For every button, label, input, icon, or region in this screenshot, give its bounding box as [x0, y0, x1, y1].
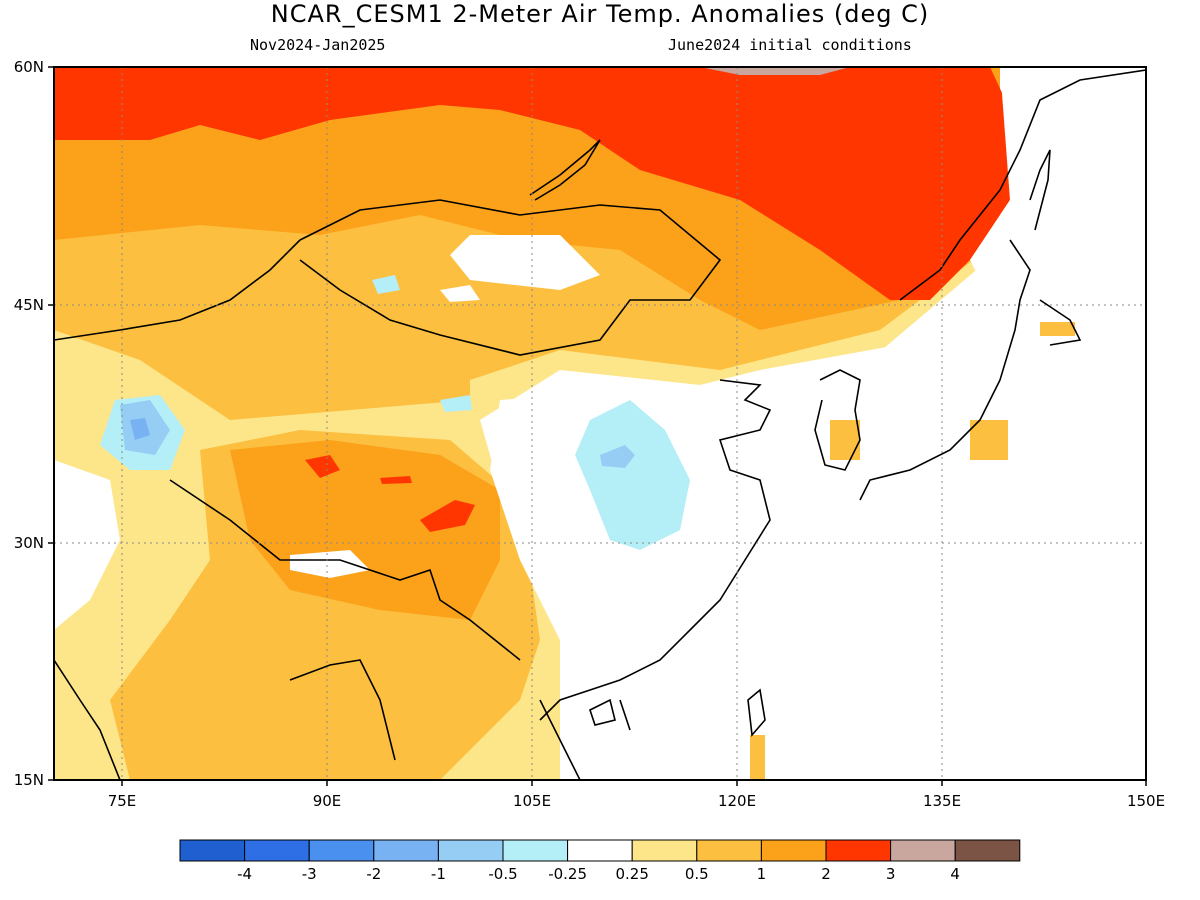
baikal-lake	[529, 139, 601, 201]
legend-swatch	[179, 839, 246, 862]
legend-swatch	[437, 839, 504, 862]
legend-label: 0.5	[685, 865, 709, 883]
lon-label-105e: 105E	[513, 792, 551, 810]
legend-label: 3	[886, 865, 896, 883]
korea-coastline	[814, 369, 861, 471]
initial-conditions: June2024 initial conditions	[668, 36, 912, 54]
india-coastline	[54, 659, 396, 780]
lon-label-75e: 75E	[108, 792, 137, 810]
legend-label: 0.25	[615, 865, 648, 883]
legend-label: -2	[366, 865, 381, 883]
taiwan-coastline	[747, 688, 766, 737]
legend-swatch	[696, 839, 762, 862]
legend-swatch	[825, 839, 892, 862]
legend-swatch	[954, 839, 1021, 862]
sakhalin-coastline	[1029, 149, 1051, 231]
legend-label: -0.25	[548, 865, 587, 883]
lon-label-150e: 150E	[1127, 792, 1165, 810]
legend-swatch	[308, 839, 375, 862]
legend-swatch	[760, 839, 827, 862]
legend-label: 4	[950, 865, 960, 883]
legend-swatch	[244, 839, 310, 862]
legend-label: -3	[302, 865, 317, 883]
legend-label: -4	[237, 865, 252, 883]
legend-swatch	[631, 839, 698, 862]
russia-coastline	[899, 69, 1146, 301]
color-legend: -4 -3 -2 -1 -0.5 -0.25 0.25 0.5 1 2 3 4	[179, 839, 1021, 883]
lon-label-135e: 135E	[923, 792, 961, 810]
hainan-coastline	[589, 698, 616, 726]
legend-swatch	[502, 839, 569, 862]
lat-label-60n: 60N	[14, 58, 44, 76]
map-title: NCAR_CESM1 2-Meter Air Temp. Anomalies (…	[270, 0, 930, 28]
legend-label: -1	[431, 865, 446, 883]
coastlines-and-borders	[54, 69, 1146, 780]
lon-label-90e: 90E	[313, 792, 342, 810]
anomaly-region-red	[54, 67, 1010, 300]
legend-label: 1	[757, 865, 767, 883]
legend-swatch	[890, 839, 956, 862]
map-frame	[53, 66, 1147, 781]
lat-label-15n: 15N	[14, 771, 44, 789]
lat-label-45n: 45N	[14, 296, 44, 314]
china-coastline	[539, 379, 772, 721]
central-asia-border	[54, 239, 301, 341]
gridlines	[54, 67, 1146, 780]
japan-coastline	[859, 239, 1082, 501]
indochina-coastline	[539, 699, 631, 780]
legend-label: -0.5	[488, 865, 517, 883]
mongolia-border	[299, 199, 722, 356]
legend-label: 2	[821, 865, 831, 883]
axis-ticks	[48, 66, 1147, 786]
anomaly-region-light-blue	[575, 400, 690, 550]
himalaya-border	[169, 479, 521, 661]
anomaly-field	[54, 67, 1146, 780]
lat-label-30n: 30N	[14, 534, 44, 552]
forecast-period: Nov2024-Jan2025	[250, 36, 386, 54]
legend-swatch	[373, 839, 439, 862]
legend-swatch	[567, 839, 633, 862]
lon-label-120e: 120E	[718, 792, 756, 810]
